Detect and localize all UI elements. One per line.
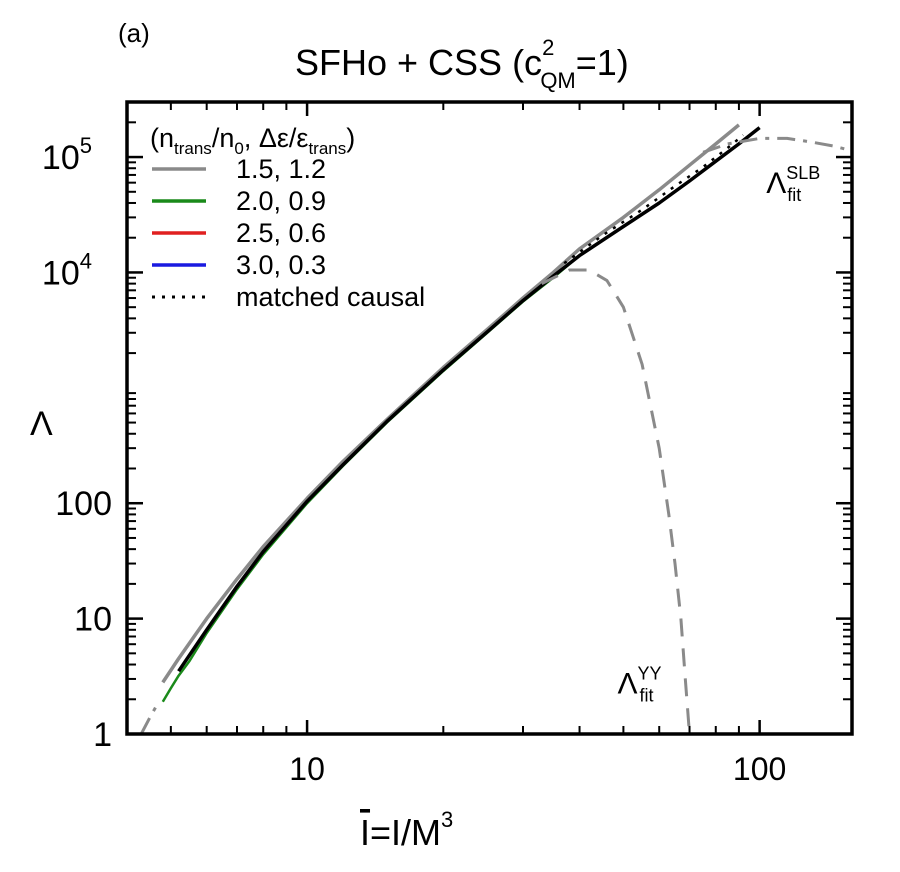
y-tick-label: 10 — [74, 601, 112, 639]
chart-title-main: SFHo + CSS (c — [295, 42, 542, 83]
legend-header-a-sub: trans — [174, 139, 212, 158]
annotation-label: ΛYY fit — [617, 664, 661, 706]
chart-title-sup: 2 — [542, 35, 554, 60]
y-tick-label: 104 — [42, 248, 92, 292]
y-tick-label-exp: 5 — [80, 133, 92, 158]
y-tick-label-base: 10 — [42, 254, 80, 292]
chart-title-sub: QM — [540, 68, 575, 93]
series-line-0 — [161, 123, 741, 684]
x-axis-label: I=I/M3 — [360, 807, 453, 853]
series-line-1 — [161, 254, 581, 703]
annotation-sub: fit — [640, 686, 654, 706]
chart-title-tail: =1) — [576, 42, 629, 83]
plot-frame — [125, 100, 854, 736]
x-axis-label-rest: =I/M — [370, 812, 441, 853]
y-tick-label: 100 — [55, 485, 112, 523]
x-tick-label: 100 — [733, 751, 786, 787]
legend-header: (ntrans/n0, Δε/εtrans) — [150, 123, 355, 158]
series-line-3 — [177, 126, 761, 673]
series-line-6 — [702, 136, 850, 154]
annotation-base: Λ — [766, 167, 786, 200]
y-tick-label-base: 10 — [74, 601, 112, 639]
plot-layer — [139, 123, 850, 735]
annotation-sub: fit — [787, 185, 801, 205]
legend: (ntrans/n0, Δε/εtrans) 1.5, 1.22.0, 0.92… — [150, 123, 425, 312]
x-axis-label-sup: 3 — [441, 807, 453, 832]
series-line-2 — [563, 134, 744, 265]
y-tick-label: 1 — [93, 716, 112, 754]
legend-label: matched causal — [236, 282, 425, 312]
panel-label: (a) — [118, 18, 150, 48]
y-axis-label: Λ — [30, 405, 53, 443]
y-tick-label: 105 — [42, 133, 92, 177]
svg-text:I=I/M3: I=I/M3 — [360, 807, 453, 853]
legend-label: 2.0, 0.9 — [236, 186, 326, 216]
legend-label: 3.0, 0.3 — [236, 250, 326, 280]
y-tick-label-exp: 4 — [80, 248, 92, 273]
legend-label: 2.5, 0.6 — [236, 218, 326, 248]
y-tick-label-base: 100 — [55, 485, 112, 523]
legend-header-b-sub: 0 — [234, 139, 243, 158]
annotation-sup: SLB — [786, 163, 820, 183]
y-tick-label-base: 1 — [93, 716, 112, 754]
series-line-5 — [139, 701, 161, 735]
series-line-4 — [541, 268, 691, 735]
legend-header-c-sub: trans — [308, 139, 346, 158]
legend-header-d: ) — [346, 123, 355, 153]
legend-label: 1.5, 1.2 — [236, 154, 326, 184]
annotation-sup: YY — [638, 664, 662, 684]
y-tick-label-base: 10 — [42, 139, 80, 177]
annotation-label: ΛSLB fit — [766, 163, 820, 205]
chart-title: SFHo + CSS (c2 QM=1) — [295, 35, 629, 93]
x-axis-label-bar: I — [360, 812, 370, 853]
legend-header-a: (n — [150, 123, 174, 153]
legend-entries: 1.5, 1.22.0, 0.92.5, 0.63.0, 0.3matched … — [152, 154, 425, 312]
legend-header-b: /n — [212, 123, 235, 153]
annotation-base: Λ — [617, 668, 637, 701]
x-tick-label: 10 — [289, 751, 325, 787]
legend-header-c: , Δε/ε — [244, 123, 309, 153]
